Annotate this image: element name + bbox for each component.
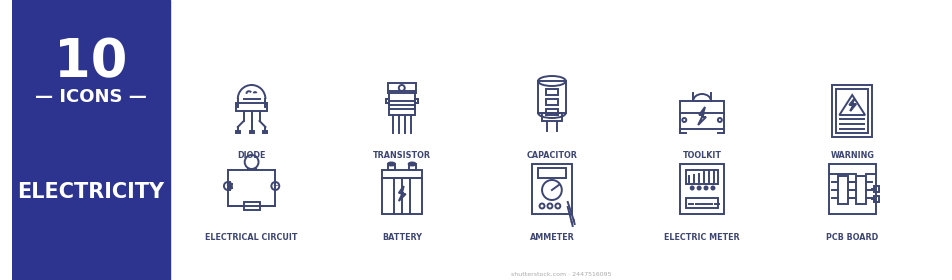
Bar xyxy=(546,89,558,95)
Bar xyxy=(382,178,422,214)
Bar xyxy=(542,113,562,121)
Bar xyxy=(264,131,268,133)
Circle shape xyxy=(690,186,694,190)
Text: — ICONS —: — ICONS — xyxy=(34,88,147,106)
Bar xyxy=(686,198,718,208)
Text: ELECTRICAL CIRCUIT: ELECTRICAL CIRCUIT xyxy=(206,234,298,242)
Bar xyxy=(874,196,879,202)
Bar xyxy=(839,176,848,204)
Text: TOOLKIT: TOOLKIT xyxy=(683,151,722,160)
Circle shape xyxy=(704,186,707,190)
Bar xyxy=(244,202,260,210)
Bar xyxy=(11,0,169,280)
Bar xyxy=(389,91,415,115)
Bar xyxy=(538,81,565,113)
Text: DIODE: DIODE xyxy=(237,151,266,160)
Bar xyxy=(236,103,268,111)
Text: AMMETER: AMMETER xyxy=(529,234,574,242)
Text: +: + xyxy=(225,183,230,189)
Bar xyxy=(681,164,724,214)
Bar xyxy=(236,131,240,133)
Bar xyxy=(837,89,868,133)
Text: ELECTRIC METER: ELECTRIC METER xyxy=(664,234,740,242)
Bar xyxy=(686,170,718,184)
Bar xyxy=(387,164,395,170)
Text: BATTERY: BATTERY xyxy=(382,234,422,242)
Bar xyxy=(387,83,416,93)
Bar xyxy=(856,176,866,204)
Bar xyxy=(382,170,422,178)
Text: TRANSISTOR: TRANSISTOR xyxy=(373,151,430,160)
Bar xyxy=(408,164,416,170)
Bar xyxy=(249,131,253,133)
Bar xyxy=(532,164,572,214)
Bar xyxy=(546,99,558,105)
Text: PCB BOARD: PCB BOARD xyxy=(826,234,879,242)
Text: −: − xyxy=(272,183,278,189)
Circle shape xyxy=(711,186,715,190)
Text: 10: 10 xyxy=(54,36,128,88)
Bar xyxy=(538,168,565,178)
Bar xyxy=(874,186,879,192)
Bar xyxy=(828,164,876,214)
Bar xyxy=(546,109,558,115)
Bar xyxy=(832,85,872,137)
Text: WARNING: WARNING xyxy=(830,151,874,160)
Circle shape xyxy=(697,186,701,190)
Text: CAPACITOR: CAPACITOR xyxy=(526,151,577,160)
Text: ELECTRICITY: ELECTRICITY xyxy=(17,182,164,202)
Bar xyxy=(681,101,724,129)
Text: shutterstock.com · 2447516095: shutterstock.com · 2447516095 xyxy=(510,272,611,277)
